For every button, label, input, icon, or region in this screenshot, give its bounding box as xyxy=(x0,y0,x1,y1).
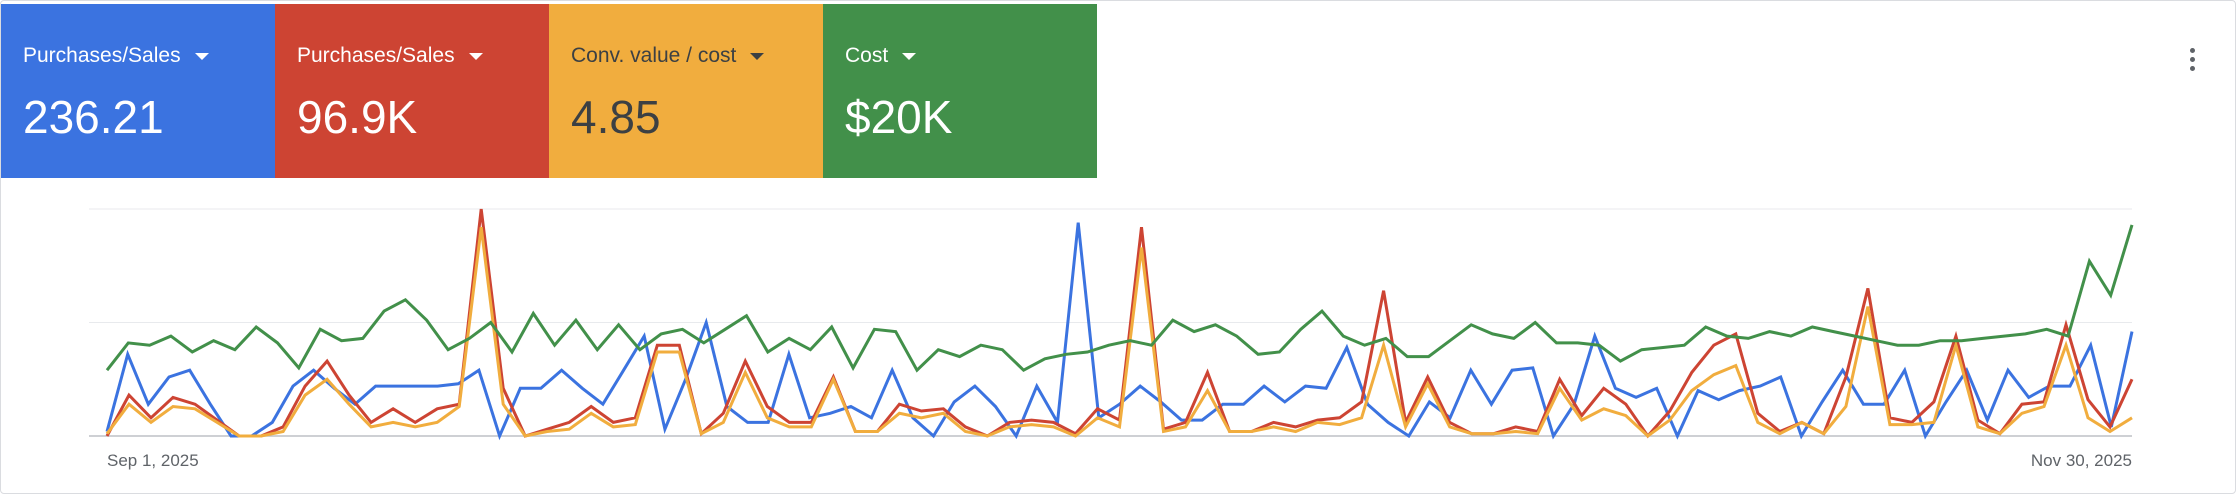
scorecard-value: 96.9K xyxy=(297,91,418,143)
x-tick-start: Sep 1, 2025 xyxy=(107,451,199,470)
dropdown-arrow-icon[interactable] xyxy=(194,52,209,60)
scorecard-value: 236.21 xyxy=(23,91,164,143)
scorecard-purchases-sales-red[interactable]: Purchases/Sales 96.9K xyxy=(275,4,549,178)
scorecard-value: 4.85 xyxy=(571,91,661,143)
scorecard-cost[interactable]: Cost $20K xyxy=(823,4,1097,178)
series-line-3[interactable] xyxy=(105,227,2133,438)
scorecard-row: Purchases/Sales 236.21 Purchases/Sales 9… xyxy=(1,4,1097,178)
scorecard-purchases-sales-blue[interactable]: Purchases/Sales 236.21 xyxy=(1,4,275,178)
dropdown-arrow-icon[interactable] xyxy=(750,52,765,60)
scorecard-label: Cost xyxy=(845,44,1097,68)
x-tick-end: Nov 30, 2025 xyxy=(2031,451,2132,470)
series-line-4[interactable] xyxy=(105,224,2134,373)
scorecard-value: $20K xyxy=(845,91,953,143)
scorecard-label: Purchases/Sales xyxy=(23,44,275,68)
scorecard-label: Conv. value / cost xyxy=(571,44,823,68)
dropdown-arrow-icon[interactable] xyxy=(902,52,917,60)
dropdown-arrow-icon[interactable] xyxy=(468,52,483,60)
scorecard-conv-value-cost[interactable]: Conv. value / cost 4.85 xyxy=(549,4,823,178)
more-vert-icon[interactable] xyxy=(2177,39,2207,79)
series-line-1[interactable] xyxy=(105,222,2134,441)
scorecard-label: Purchases/Sales xyxy=(297,44,549,68)
